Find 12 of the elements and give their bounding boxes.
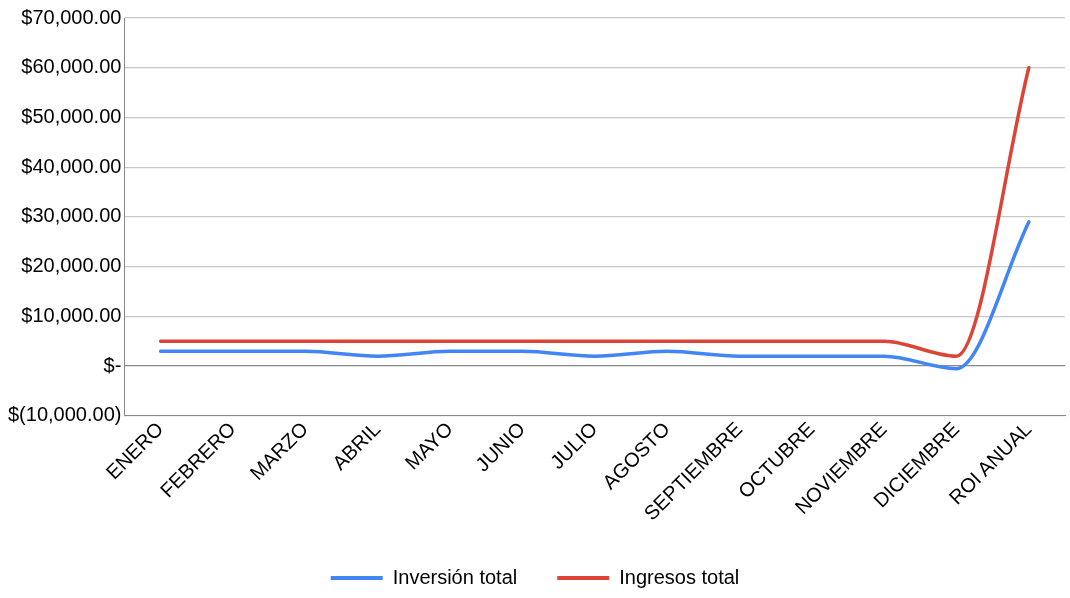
legend-label: Inversión total — [392, 565, 518, 588]
y-tick-label: $- — [103, 353, 122, 376]
y-tick-label: $50,000.00 — [21, 104, 122, 127]
y-tick-label: $(10,000.00) — [8, 403, 122, 426]
y-tick-label: $20,000.00 — [21, 254, 122, 277]
y-tick-label: $60,000.00 — [21, 55, 122, 78]
y-tick-label: $70,000.00 — [21, 5, 122, 28]
y-tick-label: $40,000.00 — [21, 154, 122, 177]
legend-label: Ingresos total — [619, 565, 740, 588]
y-tick-label: $10,000.00 — [21, 303, 122, 326]
y-tick-label: $30,000.00 — [21, 204, 122, 227]
line-series — [158, 220, 1031, 371]
